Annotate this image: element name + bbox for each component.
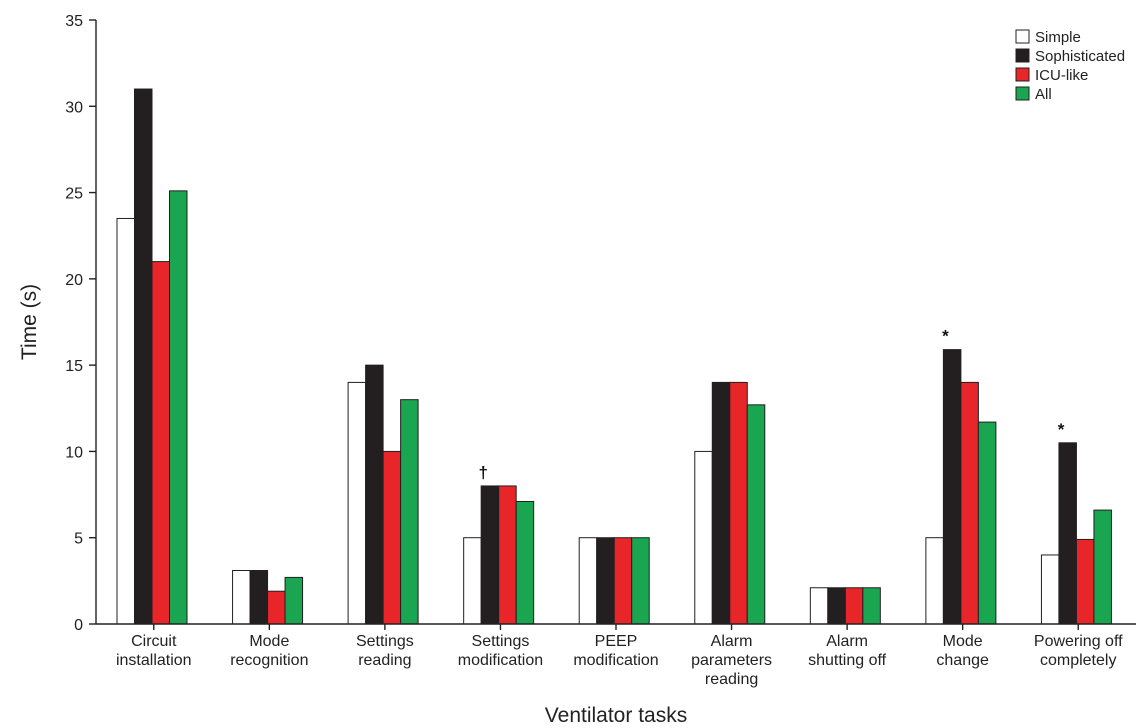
x-category-line: PEEP <box>595 633 638 650</box>
x-category-line: modification <box>458 652 543 669</box>
bar-simple-5 <box>694 450 713 625</box>
y-tick-label-30: 30 <box>65 99 83 116</box>
bar-all-6 <box>862 587 881 625</box>
y-axis-title: Time (s) <box>18 284 41 360</box>
bar-simple-8 <box>1040 554 1060 625</box>
bar-all-4 <box>631 537 650 625</box>
x-categories-layer: Circuit installation Mode recognition Settin… <box>116 624 1123 688</box>
bar-sophisticated-5 <box>711 381 731 625</box>
bar-simple-4 <box>578 537 598 625</box>
bar-sophisticated-1 <box>249 570 269 625</box>
legend-label-simple: Simple <box>1035 29 1081 46</box>
y-tick-label-35: 35 <box>65 13 83 30</box>
x-category-line: reading <box>358 652 411 669</box>
y-tick-label-5: 5 <box>74 531 83 548</box>
x-category-label-1: Mode recognition <box>230 633 308 669</box>
bar-simple-2 <box>347 381 367 625</box>
legend-label-all: All <box>1035 86 1052 103</box>
x-category-label-3: Settings modification <box>458 633 543 669</box>
bar-all-3 <box>515 500 535 625</box>
x-category-label-6: Alarm shutting off <box>808 633 887 669</box>
x-category-line: Mode <box>249 633 289 650</box>
bar-sophisticated-8 <box>1058 442 1077 625</box>
bar-all-1 <box>284 576 304 625</box>
bar-icu-like-8 <box>1075 538 1095 625</box>
bar-icu-like-1 <box>267 590 286 625</box>
bar-sophisticated-4 <box>596 537 615 625</box>
x-category-line: reading <box>705 671 758 688</box>
x-category-line: Settings <box>472 633 530 650</box>
bar-all-0 <box>169 190 188 625</box>
x-category-label-0: Circuit installation <box>116 633 192 669</box>
x-category-label-5: Alarm parameters reading <box>691 633 772 688</box>
x-category-line: Settings <box>356 633 414 650</box>
bar-sophisticated-3 <box>480 485 500 625</box>
x-category-label-2: Settings reading <box>356 633 414 669</box>
x-category-line: Mode <box>943 633 983 650</box>
bar-icu-like-7 <box>960 381 979 625</box>
bar-icu-like-0 <box>151 261 170 625</box>
bar-all-5 <box>746 404 766 625</box>
bar-all-8 <box>1093 509 1112 625</box>
y-tick-label-15: 15 <box>65 358 83 375</box>
legend-swatch-simple <box>1015 29 1030 44</box>
bars-layer <box>116 88 1112 625</box>
y-tick-label-20: 20 <box>65 272 83 289</box>
x-category-line: Alarm <box>826 633 868 650</box>
bar-icu-like-4 <box>613 537 633 625</box>
x-category-line: parameters <box>691 652 772 669</box>
bar-all-2 <box>400 399 419 625</box>
x-axis-title: Ventilator tasks <box>545 704 687 727</box>
bar-simple-1 <box>232 570 251 625</box>
x-category-label-7: Mode change <box>936 633 989 669</box>
x-category-label-4: PEEP modification <box>573 633 658 669</box>
bar-simple-3 <box>463 537 482 625</box>
legend-swatch-all <box>1015 86 1030 101</box>
x-category-line: completely <box>1040 652 1116 669</box>
x-category-line: Alarm <box>711 633 753 650</box>
legend-swatch-sophisticated <box>1015 48 1030 63</box>
legend-label-sophisticated: Sophisticated <box>1035 48 1125 65</box>
annotations-layer: † * * <box>479 327 1065 482</box>
bar-icu-like-3 <box>498 485 517 625</box>
legend: Simple Sophisticated ICU-like All <box>1015 29 1125 103</box>
legend-label-icu-like: ICU-like <box>1035 67 1088 84</box>
bar-sophisticated-7 <box>942 349 962 625</box>
significance-marker-1: * <box>942 327 949 346</box>
bar-simple-6 <box>809 587 829 625</box>
x-category-line: modification <box>573 652 658 669</box>
x-category-line: change <box>936 652 989 669</box>
x-category-line: recognition <box>230 652 308 669</box>
x-category-line: installation <box>116 652 192 669</box>
y-tick-label-25: 25 <box>65 186 83 203</box>
bar-sophisticated-6 <box>827 587 846 625</box>
bar-icu-like-6 <box>844 587 864 625</box>
bar-icu-like-5 <box>729 381 748 625</box>
bar-sophisticated-2 <box>365 364 384 625</box>
x-category-line: Powering off <box>1034 633 1123 650</box>
bar-icu-like-2 <box>382 450 402 625</box>
bar-simple-7 <box>925 537 944 625</box>
significance-marker-0: † <box>479 463 488 482</box>
y-tick-label-10: 10 <box>65 444 83 461</box>
y-ticks-layer: 0 5 10 15 20 25 30 35 <box>65 13 96 634</box>
bar-all-7 <box>977 421 997 625</box>
x-category-line: Circuit <box>131 633 177 650</box>
bar-simple-0 <box>116 217 135 625</box>
significance-marker-2: * <box>1058 420 1065 439</box>
x-category-label-8: Powering off completely <box>1034 633 1123 669</box>
legend-swatch-icu-like <box>1015 67 1030 82</box>
x-category-line: shutting off <box>808 652 887 669</box>
bar-sophisticated-0 <box>134 88 153 625</box>
y-tick-label-0: 0 <box>74 617 83 634</box>
